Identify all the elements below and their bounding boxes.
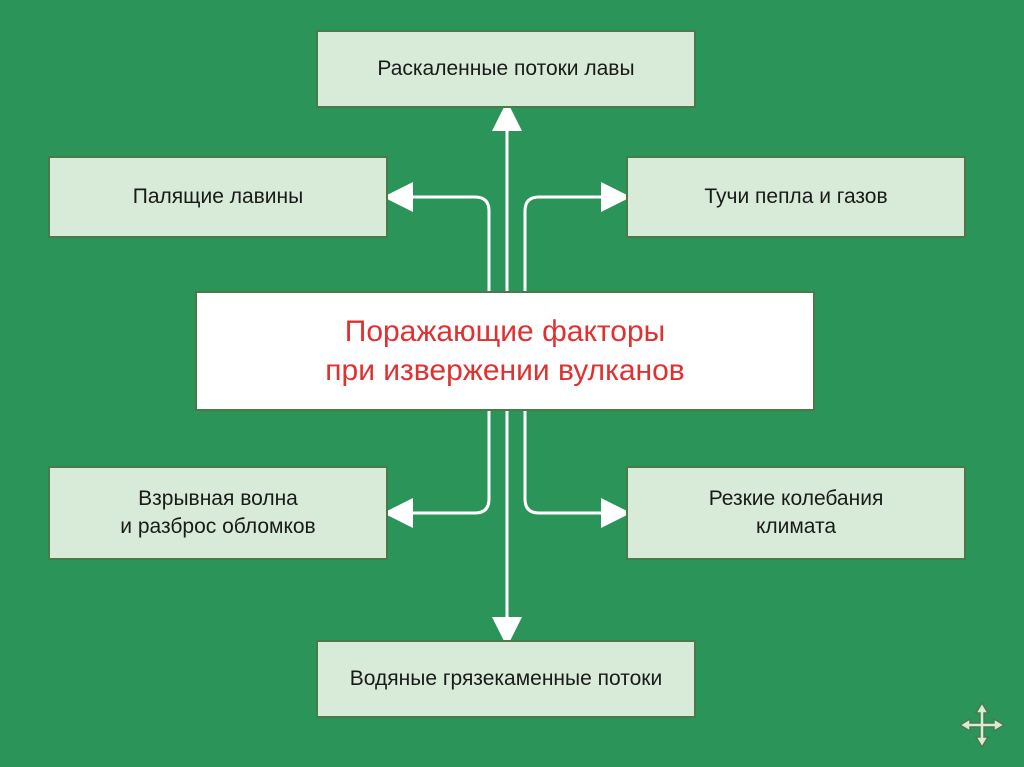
box-right-lower: Резкие колебания климата <box>626 466 966 560</box>
box-right-upper-text: Тучи пепла и газов <box>704 183 887 211</box>
box-bottom-text: Водяные грязекаменные потоки <box>350 665 662 693</box>
box-left-lower: Взрывная волна и разброс обломков <box>48 466 388 560</box>
box-left-lower-text: Взрывная волна и разброс обломков <box>120 485 315 542</box>
center-box: Поражающие факторы при извержении вулкан… <box>195 291 815 411</box>
box-bottom: Водяные грязекаменные потоки <box>316 640 696 718</box>
move-icon[interactable] <box>958 701 1006 749</box>
box-right-upper: Тучи пепла и газов <box>626 156 966 238</box>
box-right-lower-text: Резкие колебания климата <box>709 485 884 542</box>
box-left-upper: Палящие лавины <box>48 156 388 238</box>
center-text: Поражающие факторы при извержении вулкан… <box>325 312 684 390</box>
box-top-text: Раскаленные потоки лавы <box>377 55 634 83</box>
box-left-upper-text: Палящие лавины <box>133 183 303 211</box>
box-top: Раскаленные потоки лавы <box>316 30 696 108</box>
